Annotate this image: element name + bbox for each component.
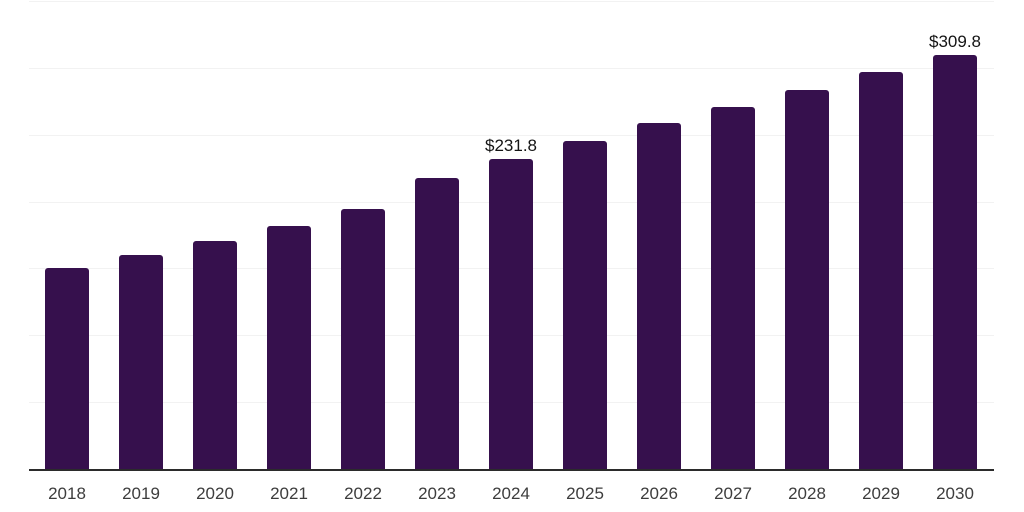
data-label-2030: $309.8 (929, 31, 981, 51)
x-tick-label-2021: 2021 (270, 484, 308, 503)
bar-2028 (785, 90, 829, 469)
x-tick-label-2024: 2024 (492, 484, 530, 503)
bar-2029 (859, 71, 903, 469)
x-axis-line (29, 469, 994, 471)
bar-2026 (637, 123, 681, 469)
x-tick-label-2018: 2018 (48, 484, 86, 503)
gridline (29, 1, 994, 2)
bar-2024 (489, 159, 533, 469)
bar-2022 (341, 209, 385, 469)
gridline (29, 134, 994, 136)
bar-2018 (45, 268, 89, 469)
x-tick-label-2027: 2027 (714, 484, 752, 503)
x-tick-label-2028: 2028 (788, 484, 826, 503)
x-tick-label-2022: 2022 (344, 484, 382, 503)
bar-2020 (193, 240, 237, 469)
bar-2023 (415, 177, 459, 469)
x-tick-label-2023: 2023 (418, 484, 456, 503)
bar-2030 (933, 54, 977, 469)
plot-area: $231.8 $309.8 (29, 1, 994, 471)
x-tick-label-2030: 2030 (936, 484, 974, 503)
bar-2027 (711, 107, 755, 469)
x-tick-label-2019: 2019 (122, 484, 160, 503)
bar-2025 (563, 141, 607, 469)
gridline (29, 67, 994, 69)
x-tick-label-2025: 2025 (566, 484, 604, 503)
x-tick-label-2029: 2029 (862, 484, 900, 503)
bar-2021 (267, 226, 311, 469)
bar-2019 (119, 255, 163, 469)
x-tick-label-2026: 2026 (640, 484, 678, 503)
data-label-2024: $231.8 (485, 136, 537, 156)
x-tick-label-2020: 2020 (196, 484, 234, 503)
